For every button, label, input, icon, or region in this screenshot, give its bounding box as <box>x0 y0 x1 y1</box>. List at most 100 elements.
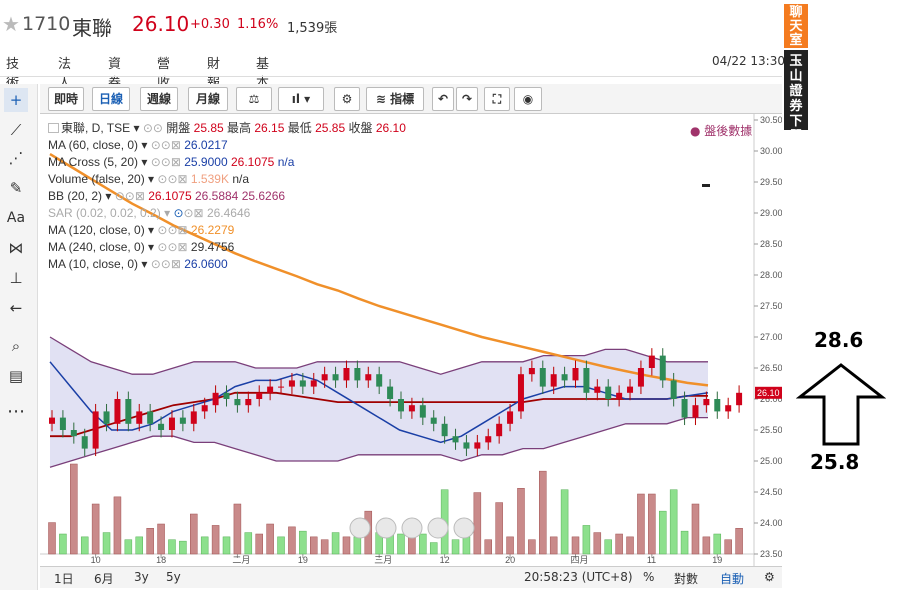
range-3y-button[interactable]: 3y <box>134 570 149 584</box>
candle-body <box>376 374 383 387</box>
candle-body <box>441 423 448 437</box>
indicator-button[interactable]: ≋ 指標 <box>366 87 424 111</box>
price-chart[interactable]: 23.50 24.00 24.50 25.00 25.50 26.00 26.50 27.00… <box>40 114 782 566</box>
candle-body <box>550 374 557 387</box>
y-tick-label: 29.00 <box>760 208 782 218</box>
volume-bar <box>320 539 329 555</box>
y-tick-label: 26.50 <box>760 363 782 373</box>
brush-icon[interactable]: ✎ <box>9 179 23 197</box>
chat-room-link[interactable]: 聊天室 <box>784 4 808 48</box>
candle-body <box>648 355 655 368</box>
candle-type-icon[interactable]: ıl ▾ <box>278 87 324 111</box>
volume-bar <box>495 502 503 555</box>
camera-icon[interactable]: ◉ <box>514 87 542 111</box>
monthly-button[interactable]: 月線 <box>188 87 228 111</box>
candle-body <box>70 430 77 437</box>
volume-bar <box>179 540 187 555</box>
volume-bar <box>451 539 460 555</box>
settings-gear-icon[interactable]: ⚙ <box>334 87 360 111</box>
arrow-left-icon[interactable]: ← <box>9 299 23 317</box>
text-tool-icon[interactable]: Aa <box>6 210 26 226</box>
legend-sar[interactable]: SAR (0.02, 0.02, 0.2) ▾ ⊙⊙⊠ 26.4646 <box>48 206 251 220</box>
legend-ma60[interactable]: MA (60, close, 0) ▾ ⊙⊙⊠ 26.0217 <box>48 138 228 152</box>
x-tick-label: 四月 <box>571 555 589 565</box>
candle-body <box>190 411 197 424</box>
after-hours-link[interactable]: ● 盤後數據 <box>690 124 753 138</box>
candle-body <box>168 417 175 430</box>
zoom-control-icon <box>453 517 475 539</box>
zoom-icon[interactable]: ⌕ <box>11 337 21 355</box>
up-arrow-annotation-icon <box>796 363 886 446</box>
x-tick-label: 三月 <box>374 555 392 565</box>
bollinger-upper-line <box>49 336 708 375</box>
volume-bar <box>310 536 318 555</box>
scale-icon[interactable]: ⚖ <box>236 87 272 111</box>
intraday-button[interactable]: 即時 <box>48 87 84 111</box>
volume-bar <box>626 536 634 555</box>
volume-bar <box>190 513 198 555</box>
ruler-icon[interactable]: ▤ <box>8 367 24 385</box>
favorite-star-icon[interactable]: ★ <box>2 12 20 36</box>
candle-body <box>49 417 55 424</box>
volume-bar <box>233 503 242 555</box>
candle-body <box>179 417 186 424</box>
volume-bar <box>397 533 405 555</box>
volume-bar <box>429 542 438 555</box>
candle-body <box>539 368 546 387</box>
y-tick-label: 24.00 <box>760 518 782 528</box>
y-tick-label: 29.50 <box>760 177 782 187</box>
candle-body <box>583 368 590 393</box>
range-6m-button[interactable]: 6月 <box>94 572 114 586</box>
volume-bar <box>484 539 492 555</box>
y-tick-label: 30.50 <box>760 115 782 125</box>
volume-bar <box>571 536 580 555</box>
range-5y-button[interactable]: 5y <box>166 570 181 584</box>
volume-bar <box>615 533 623 555</box>
broker-order-link[interactable]: 玉山證券下單 <box>784 50 808 144</box>
fullscreen-icon[interactable]: ⛶ <box>484 87 510 111</box>
collapse-icon[interactable] <box>48 123 59 133</box>
range-1d-button[interactable]: 1日 <box>54 572 74 586</box>
candle-body <box>659 355 666 381</box>
volume-bar <box>560 489 569 555</box>
chart-bottom-bar: 1日 6月 3y 5y 20:58:23 (UTC+8) % 對數 自動 ⚙ <box>40 566 782 588</box>
candle-body <box>485 436 492 443</box>
candle-body <box>212 392 219 406</box>
candle-body <box>365 374 372 381</box>
indicator-icon: ≋ <box>375 92 391 106</box>
candle-body <box>125 399 132 424</box>
volume-bar <box>659 510 667 555</box>
legend-volume[interactable]: Volume (false, 20) ▾ ⊙⊙⊠ 1.539K n/a <box>48 172 249 186</box>
y-tick-label: 25.50 <box>760 425 782 435</box>
undo-icon[interactable]: ↶ <box>432 87 454 111</box>
legend-ma240[interactable]: MA (240, close, 0) ▾ ⊙⊙⊠ 29.4756 <box>48 240 235 254</box>
volume-bar <box>637 493 645 555</box>
volume-bar <box>473 492 482 555</box>
y-tick-label: 28.50 <box>760 239 782 249</box>
percent-scale-button[interactable]: % <box>643 570 655 584</box>
volume-bar <box>549 536 558 555</box>
daily-button[interactable]: 日線 <box>92 87 130 111</box>
legend-macross[interactable]: MA Cross (5, 20) ▾ ⊙⊙⊠ 25.9000 26.1075 n… <box>48 155 295 169</box>
weekly-button[interactable]: 週線 <box>140 87 178 111</box>
log-scale-button[interactable]: 對數 <box>674 572 699 586</box>
measure-icon[interactable]: ⊥ <box>9 269 23 287</box>
fibonacci-icon[interactable]: ⋰ <box>8 149 24 167</box>
redo-icon[interactable]: ↷ <box>456 87 478 111</box>
pattern-icon[interactable]: ⋈ <box>8 239 24 257</box>
candle-body <box>725 405 732 412</box>
settings-icon[interactable]: ⚙ <box>764 570 775 584</box>
auto-scale-button[interactable]: 自動 <box>720 572 745 586</box>
candle-body <box>637 368 644 387</box>
x-tick-label: 19 <box>298 555 308 565</box>
legend-ma120[interactable]: MA (120, close, 0) ▾ ⊙⊙⊠ 26.2279 <box>48 223 235 237</box>
volume-bar <box>517 488 525 555</box>
legend-bb[interactable]: BB (20, 2) ▾ ⊙⊙⊠ 26.1075 26.5884 25.6266 <box>48 189 286 203</box>
candle-body <box>714 399 721 412</box>
x-tick-label: 20 <box>505 555 515 565</box>
marker-icon <box>702 184 710 187</box>
more-icon[interactable]: ⋯ <box>7 401 25 422</box>
legend-ma10[interactable]: MA (10, close, 0) ▾ ⊙⊙⊠ 26.0600 <box>48 257 228 271</box>
crosshair-icon[interactable]: + <box>4 88 28 112</box>
trend-line-icon[interactable]: ⟋ <box>10 121 22 139</box>
